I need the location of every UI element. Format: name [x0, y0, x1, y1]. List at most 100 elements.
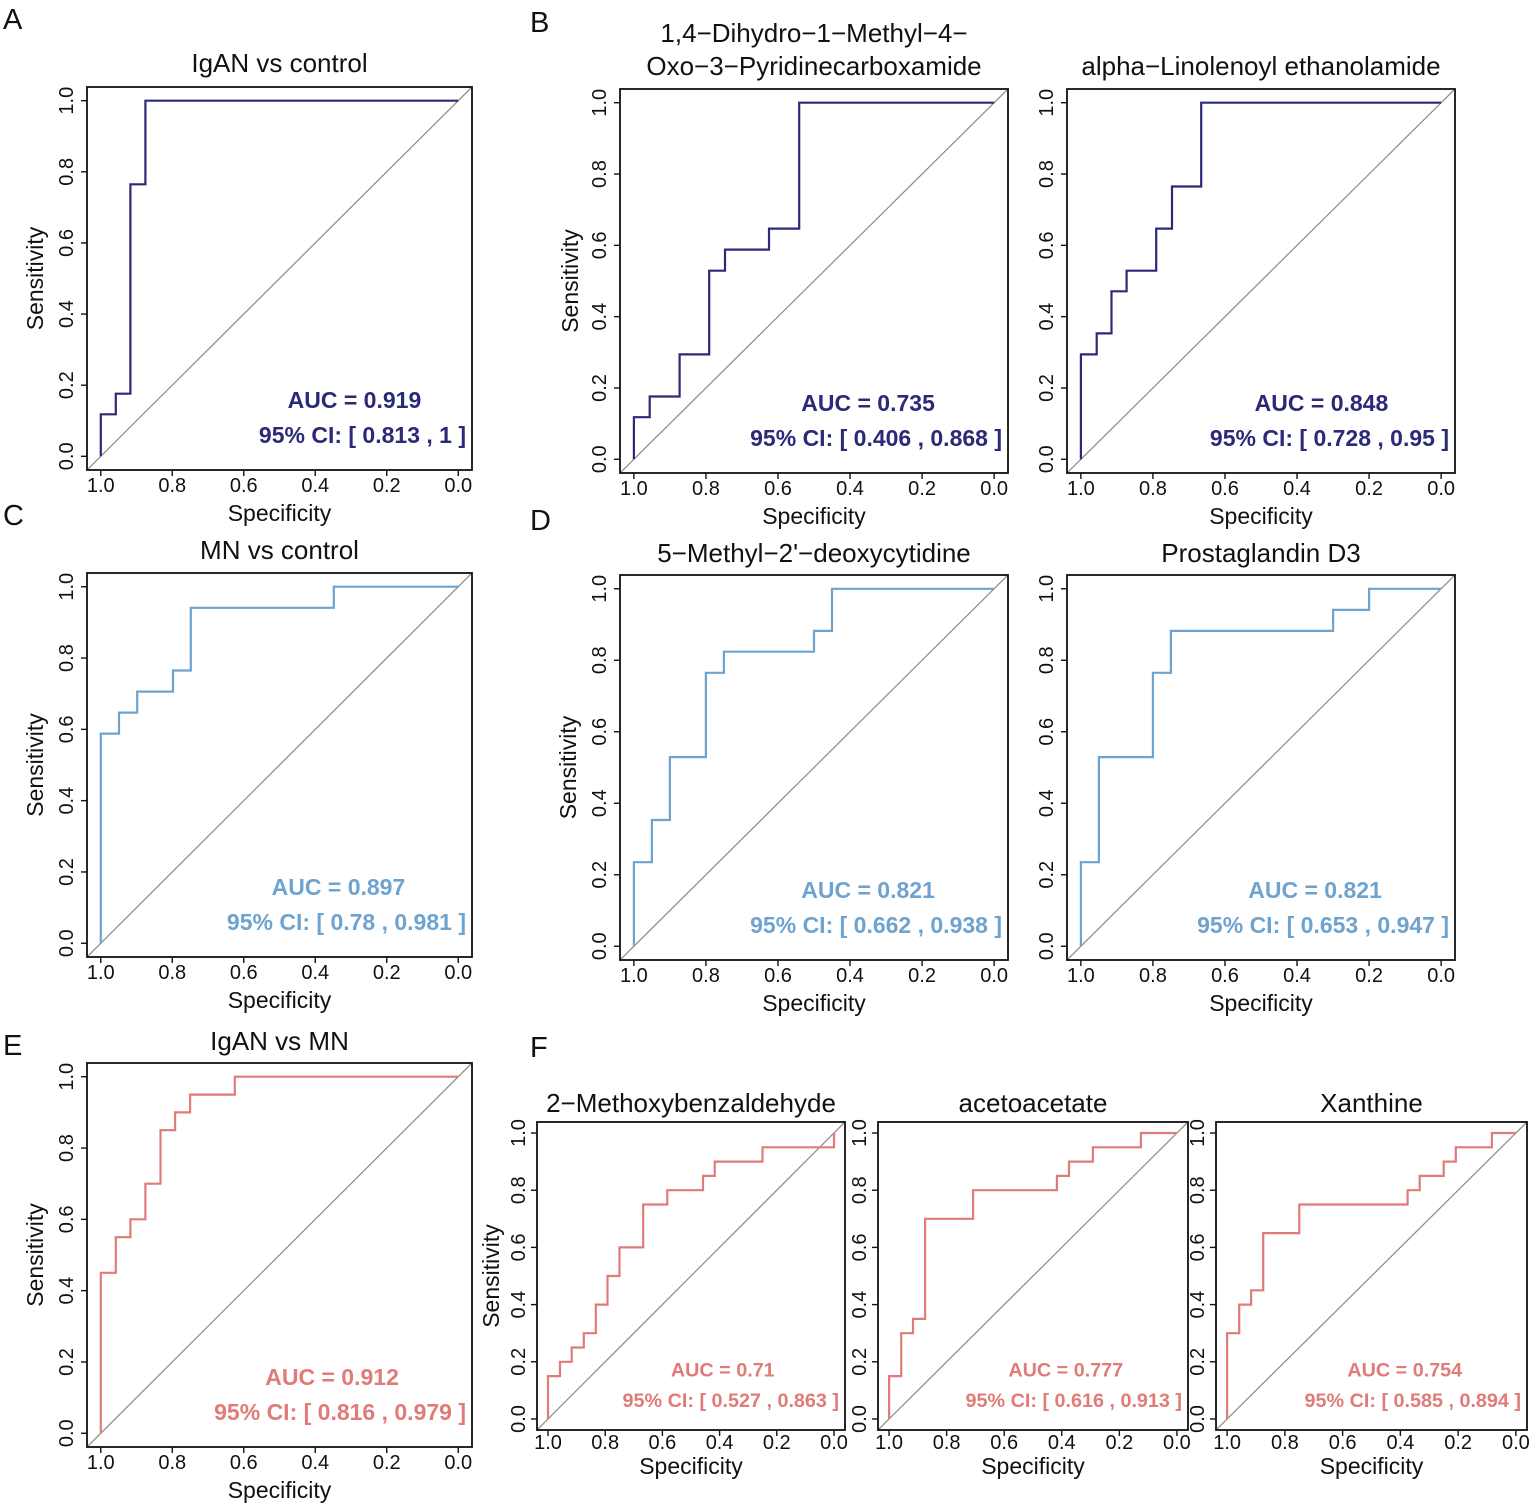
x-tick-label: 1.0 [1213, 1432, 1241, 1454]
y-tick-label: 0.4 [56, 300, 78, 328]
auc-annotation: AUC = 0.735 [801, 390, 935, 416]
y-tick-label: 0.2 [56, 1348, 78, 1376]
roc-curve-line [1079, 587, 1442, 947]
y-tick-label: 1.0 [849, 1119, 871, 1147]
x-tick-label: 0.0 [444, 475, 472, 497]
x-tick-label: 0.0 [444, 962, 472, 984]
roc-panel-a: IgAN vs control 1.0 0.8 0.6 0.4 0.2 0.0 0.0 0.2 0… [22, 48, 473, 526]
plot-frame [1066, 574, 1456, 961]
y-tick-label: 0.0 [56, 442, 78, 470]
x-tick-label: 0.0 [1163, 1432, 1191, 1454]
y-tick-label: 1.0 [589, 89, 611, 117]
x-axis-title: Specificity [762, 990, 866, 1016]
x-tick-label: 0.4 [301, 962, 329, 984]
reference-diagonal-line [1066, 88, 1456, 474]
x-tick-label: 0.6 [764, 478, 792, 500]
panel-title: IgAN vs MN [210, 1026, 349, 1056]
roc-curve-line [99, 99, 459, 457]
plot-frame [86, 86, 473, 471]
x-tick-label: 0.8 [692, 965, 720, 987]
x-tick-label: 1.0 [620, 965, 648, 987]
y-tick-label: 0.6 [1036, 718, 1058, 746]
ci-annotation: 95% CI: [ 0.78 , 0.981 ] [227, 909, 466, 935]
auc-annotation: AUC = 0.754 [1347, 1360, 1462, 1382]
ci-annotation: 95% CI: [ 0.585 , 0.894 ] [1305, 1390, 1521, 1412]
plot-frame [877, 1121, 1189, 1431]
plot-frame [86, 572, 473, 958]
y-tick-label: 0.2 [589, 861, 611, 889]
panel-letter-b: B [530, 7, 549, 39]
x-tick-label: 0.6 [230, 475, 258, 497]
x-tick-label: 0.8 [1139, 478, 1167, 500]
auc-annotation: AUC = 0.848 [1255, 390, 1389, 416]
panel-title: IgAN vs control [191, 48, 367, 78]
x-axis-title: Specificity [1209, 503, 1313, 529]
roc-curve-line [632, 587, 995, 947]
y-tick-label: 1.0 [1187, 1119, 1209, 1147]
x-tick-label: 0.8 [591, 1432, 619, 1454]
y-axis-title: Sensitivity [555, 715, 581, 819]
y-tick-label: 0.6 [589, 718, 611, 746]
y-tick-label: 0.8 [56, 158, 78, 186]
x-axis-title: Specificity [639, 1453, 743, 1479]
y-tick-label: 0.4 [1036, 303, 1058, 331]
panel-title: MN vs control [200, 535, 359, 565]
y-tick-label: 0.2 [56, 371, 78, 399]
y-tick-label: 1.0 [508, 1119, 530, 1147]
ci-annotation: 95% CI: [ 0.616 , 0.913 ] [966, 1390, 1182, 1412]
y-tick-label: 0.2 [508, 1348, 530, 1376]
x-axis-title: Specificity [1320, 1453, 1424, 1479]
reference-diagonal-line [877, 1121, 1189, 1431]
x-tick-label: 0.0 [444, 1452, 472, 1474]
y-tick-label: 0.8 [1187, 1176, 1209, 1204]
plot-frame [1066, 88, 1456, 474]
y-tick-label: 0.8 [1036, 160, 1058, 188]
panel-title: 5−Methyl−2'−deoxycytidine [657, 538, 971, 568]
x-tick-label: 0.6 [764, 965, 792, 987]
y-tick-label: 0.4 [56, 1277, 78, 1305]
auc-annotation: AUC = 0.821 [1248, 877, 1382, 903]
y-tick-label: 0.8 [56, 1134, 78, 1162]
plot-frame [619, 88, 1009, 474]
y-tick-label: 0.6 [56, 715, 78, 743]
y-tick-label: 0.6 [1036, 231, 1058, 259]
y-tick-label: 1.0 [1036, 89, 1058, 117]
roc-panel-f2: acetoacetate 1.0 0.8 0.6 0.4 0.2 0.0 0.0 0.2 0.4 0… [849, 1088, 1191, 1479]
x-tick-label: 0.2 [373, 475, 401, 497]
x-tick-label: 0.2 [1105, 1432, 1133, 1454]
x-tick-label: 0.0 [1502, 1432, 1530, 1454]
y-tick-label: 0.6 [589, 231, 611, 259]
ci-annotation: 95% CI: [ 0.813 , 1 ] [259, 422, 466, 448]
roc-panel-f1: 2−Methoxybenzaldehyde 1.0 0.8 0.6 0.4 0.2 0.0 0… [478, 1088, 848, 1479]
panel-letter-f: F [530, 1032, 548, 1064]
x-tick-label: 0.4 [836, 478, 864, 500]
x-tick-label: 0.0 [980, 478, 1008, 500]
roc-curve-line [1226, 1131, 1516, 1419]
plot-frame [86, 1062, 473, 1448]
y-tick-label: 0.2 [849, 1348, 871, 1376]
x-tick-label: 0.4 [836, 965, 864, 987]
roc-panel-f3: Xanthine 1.0 0.8 0.6 0.4 0.2 0.0 0.0 0.2 0.4 0.6 0.… [1187, 1088, 1530, 1479]
y-tick-label: 0.2 [589, 374, 611, 402]
x-tick-label: 1.0 [1067, 965, 1095, 987]
x-tick-label: 0.6 [230, 1452, 258, 1474]
x-tick-label: 0.6 [1211, 965, 1239, 987]
x-tick-label: 0.0 [1427, 965, 1455, 987]
y-tick-label: 1.0 [589, 575, 611, 603]
roc-curve-line [632, 101, 995, 460]
y-tick-label: 0.2 [56, 858, 78, 886]
x-tick-label: 0.2 [1355, 965, 1383, 987]
panel-title: Prostaglandin D3 [1161, 538, 1360, 568]
y-tick-label: 0.8 [508, 1176, 530, 1204]
auc-annotation: AUC = 0.919 [288, 387, 422, 413]
panel-letter-a: A [3, 4, 23, 36]
x-tick-label: 0.8 [158, 475, 186, 497]
y-tick-label: 0.0 [849, 1405, 871, 1433]
y-tick-label: 0.0 [508, 1405, 530, 1433]
x-tick-label: 0.8 [933, 1432, 961, 1454]
panel-title: Xanthine [1320, 1088, 1423, 1118]
y-tick-label: 0.8 [56, 644, 78, 672]
ci-annotation: 95% CI: [ 0.653 , 0.947 ] [1197, 912, 1449, 938]
plot-frame [536, 1121, 846, 1431]
